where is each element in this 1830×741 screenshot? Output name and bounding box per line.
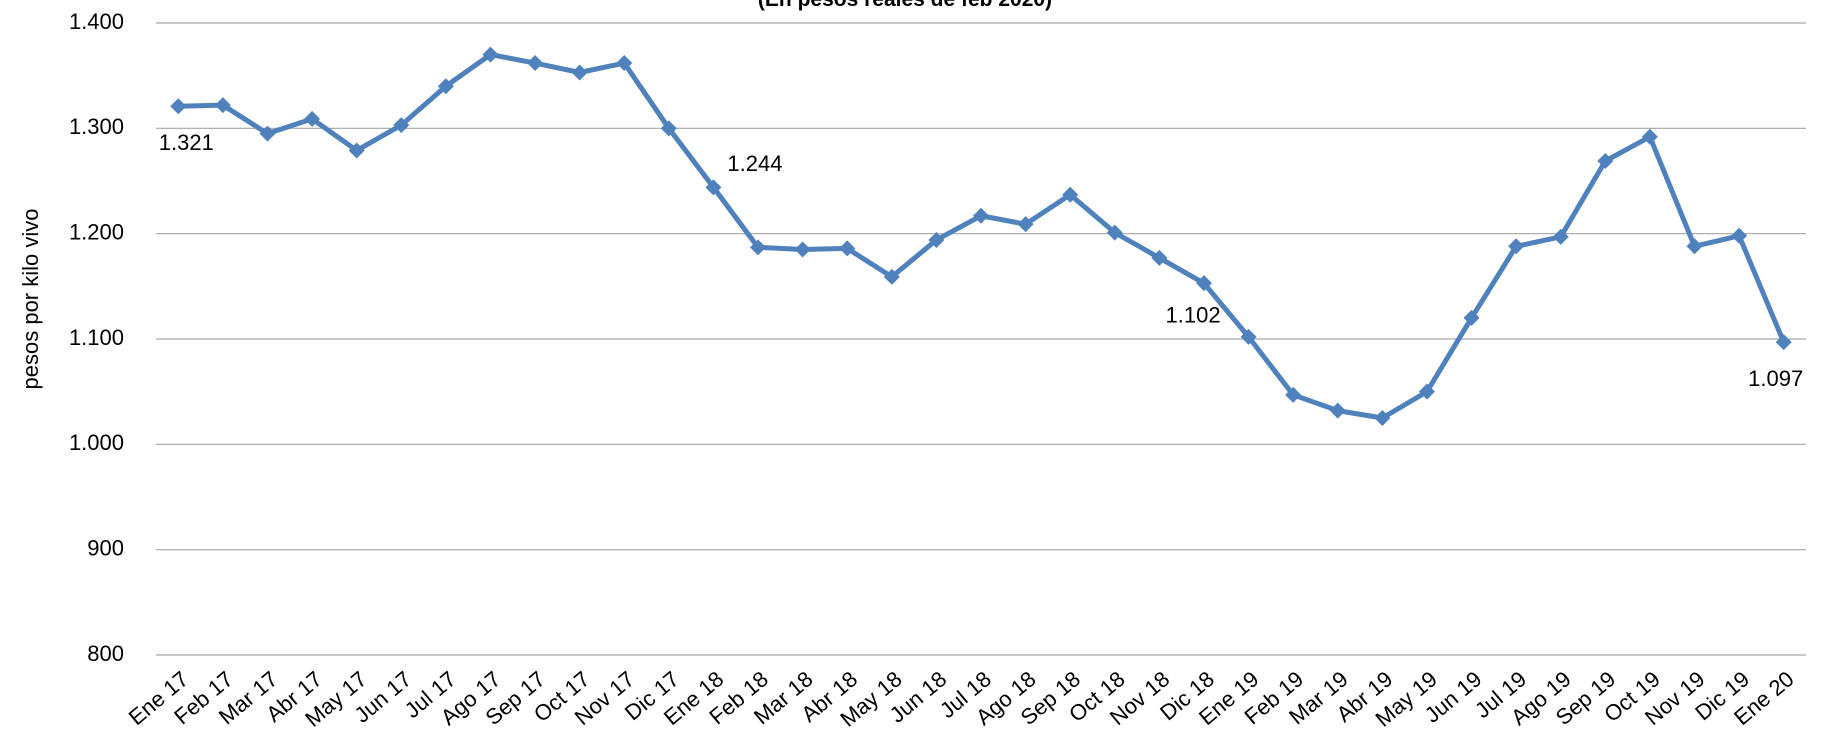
point-marker [482, 46, 499, 63]
point-marker [616, 55, 633, 72]
point-marker [1463, 309, 1480, 326]
point-marker [1775, 334, 1792, 351]
point-marker [393, 117, 410, 134]
point-marker [1151, 249, 1168, 266]
point-marker [304, 110, 321, 127]
point-marker [928, 231, 945, 248]
point-marker [1418, 383, 1435, 400]
point-marker [973, 207, 989, 224]
point-marker [883, 268, 900, 285]
y-tick-label: 1.200 [69, 219, 124, 244]
point-marker [794, 241, 811, 258]
y-tick-label: 800 [87, 641, 124, 666]
point-marker [1240, 328, 1257, 345]
data-label: 1.097 [1748, 366, 1803, 391]
point-marker [1106, 224, 1123, 241]
point-marker [839, 240, 856, 257]
point-marker [437, 78, 454, 95]
point-marker [1285, 386, 1302, 403]
data-label: 1.102 [1166, 303, 1221, 328]
point-marker [1597, 152, 1614, 169]
point-marker [1374, 410, 1391, 426]
point-marker [1552, 228, 1569, 245]
point-marker [705, 179, 722, 196]
point-marker [259, 125, 276, 142]
data-label: 1.244 [727, 151, 782, 176]
y-tick-label: 1.100 [69, 325, 124, 350]
point-marker [660, 120, 677, 137]
point-marker [527, 55, 544, 72]
chart-subtitle: (En pesos reales de feb 2020) [758, 0, 1052, 11]
point-marker [348, 142, 365, 159]
point-marker [1329, 402, 1346, 419]
point-marker [170, 98, 187, 115]
point-marker [750, 239, 767, 256]
y-tick-label: 1.400 [69, 9, 124, 34]
y-axis-label: pesos por kilo vivo [18, 209, 43, 390]
y-tick-label: 1.000 [69, 430, 124, 455]
data-label: 1.321 [159, 130, 214, 155]
y-tick-label: 1.300 [69, 114, 124, 139]
point-marker [1686, 238, 1703, 255]
point-marker [1641, 128, 1658, 145]
point-marker [1731, 227, 1748, 244]
point-marker [1062, 186, 1079, 203]
point-marker [1508, 238, 1525, 255]
y-tick-label: 900 [87, 535, 124, 560]
point-marker [214, 97, 231, 114]
point-marker [1017, 216, 1034, 233]
series-line [178, 52, 1787, 421]
point-marker [1195, 275, 1212, 292]
point-marker [571, 64, 588, 81]
